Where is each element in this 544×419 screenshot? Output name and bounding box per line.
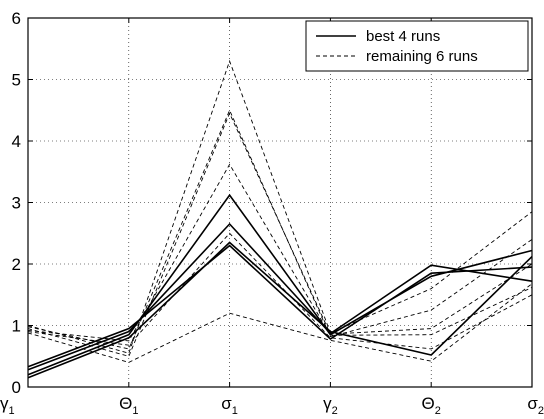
legend-box xyxy=(305,20,529,72)
series-line-best-3 xyxy=(27,244,533,368)
y-axis-ticks: 0 1 2 3 4 5 6 xyxy=(12,9,532,397)
y-tick-label: 1 xyxy=(12,317,21,336)
legend: best 4 runs remaining 6 runs xyxy=(305,20,529,72)
x-tick-label: γ2 xyxy=(323,394,338,417)
series-line-best-4 xyxy=(27,241,533,379)
y-tick-label: 4 xyxy=(12,132,21,151)
x-tick-label: γ1 xyxy=(0,394,15,417)
series-line-remaining-8 xyxy=(27,163,533,342)
series-line-remaining-10 xyxy=(27,283,533,363)
series-lines xyxy=(27,59,533,379)
y-tick-label: 3 xyxy=(12,194,21,213)
legend-label: remaining 6 runs xyxy=(366,48,478,65)
x-tick-label: σ2 xyxy=(527,394,544,417)
y-tick-label: 0 xyxy=(12,378,21,397)
legend-label: best 4 runs xyxy=(366,28,440,45)
series-line-remaining-9 xyxy=(27,232,533,350)
x-tick-label: Θ2 xyxy=(422,394,441,417)
y-tick-label: 6 xyxy=(12,9,21,28)
y-tick-label: 5 xyxy=(12,71,21,90)
series-line-best-2 xyxy=(27,222,533,371)
series-line-remaining-6 xyxy=(27,109,533,350)
series-line-remaining-7 xyxy=(27,112,533,357)
x-tick-label: Θ1 xyxy=(119,394,138,417)
y-tick-label: 2 xyxy=(12,255,21,274)
series-line-remaining-5 xyxy=(27,59,533,354)
grid-lines xyxy=(28,18,532,387)
x-tick-label: σ1 xyxy=(221,394,238,417)
